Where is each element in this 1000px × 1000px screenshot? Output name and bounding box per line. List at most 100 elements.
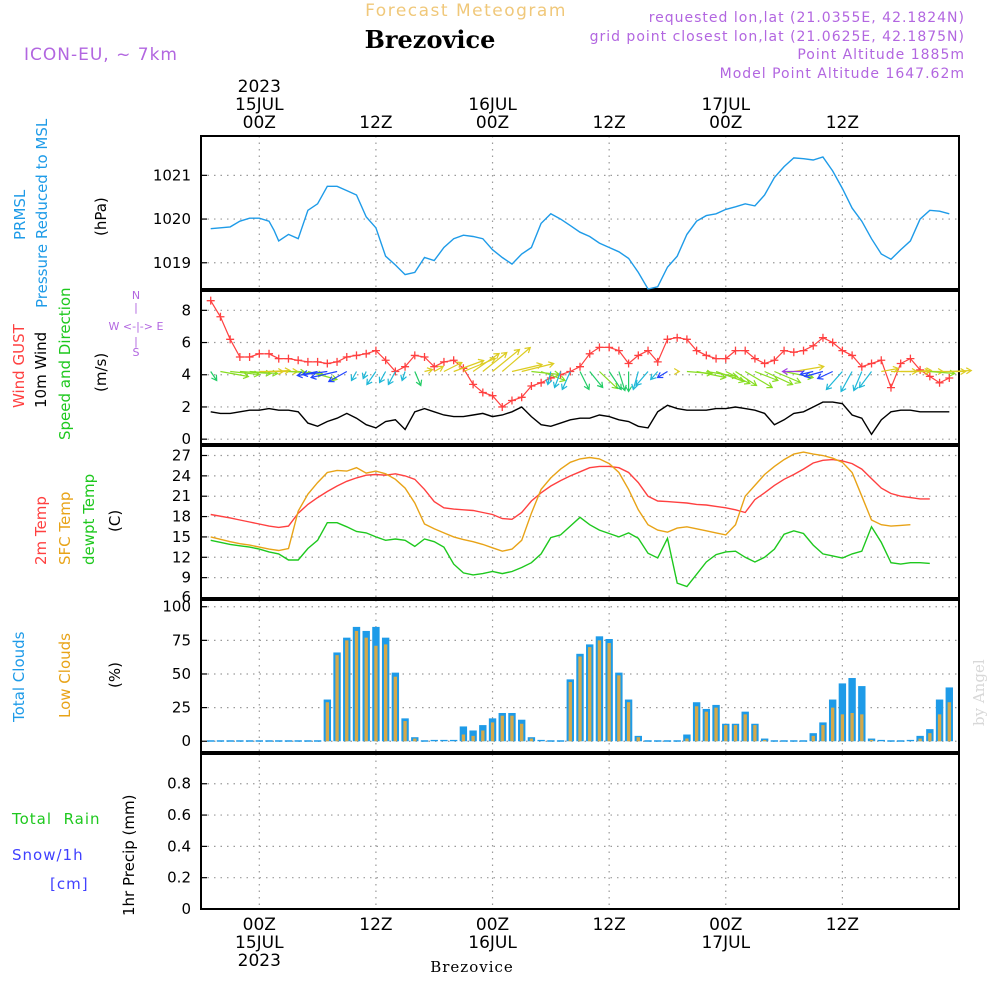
wind-direction-arrow [635, 371, 649, 387]
wind-ytick-label: 6 [181, 334, 191, 352]
low-cloud-bar [578, 656, 582, 742]
wind-gust-point [780, 346, 789, 355]
model-name: ICON-EU, ~ 7km [24, 45, 178, 65]
wind-gust-point [692, 346, 701, 355]
wind-gust-point [673, 333, 682, 342]
cloud-ytick-label: 0 [181, 732, 191, 750]
wind-direction-arrow [472, 352, 501, 372]
precip-label-rain: Total Rain [11, 810, 101, 828]
top-axis-hour: 12Z [593, 113, 626, 133]
compass-n: N [132, 289, 140, 302]
low-cloud-bar [374, 645, 378, 742]
wind-labels: Wind GUST 10m Wind Speed and Direction (… [10, 287, 163, 440]
precip-ytick-label: 0.6 [167, 806, 191, 824]
total-cloud-bar [420, 740, 429, 742]
wind-gust-point [371, 346, 380, 355]
wind-ytick-label: 8 [181, 301, 191, 319]
total-cloud-bar [770, 740, 779, 742]
footer-station: Brezovice [430, 958, 514, 976]
precip-panel: 0 0.2 0.4 0.6 0.8 [167, 753, 960, 918]
total-cloud-bar [887, 740, 895, 742]
compass-row: W <-|-> E [109, 320, 164, 333]
pressure-unit: (hPa) [92, 197, 110, 236]
pressure-line [210, 156, 950, 290]
total-cloud-bar [547, 740, 555, 742]
wind-direction-arrow [715, 370, 746, 384]
total-cloud-bar [207, 740, 215, 742]
wind-direction-arrow [589, 371, 604, 389]
wind-direction-arrow [764, 370, 794, 386]
top-axis-year: 2023 [238, 77, 281, 97]
precip-ytick-label: 0.4 [167, 837, 191, 855]
low-cloud-bar [928, 733, 932, 742]
cloud-ytick-label: 25 [172, 699, 191, 717]
wind-direction-arrow [803, 370, 824, 379]
wind-speed-line [210, 401, 950, 436]
wind-gust-point [430, 362, 439, 371]
low-cloud-bar [520, 723, 524, 742]
total-cloud-bar [226, 740, 234, 742]
total-cloud-bar [838, 683, 847, 742]
wind-gust-point [206, 296, 215, 305]
total-cloud-bar [654, 740, 662, 742]
wind-direction-arrow [424, 367, 434, 375]
wind-label-speed-direction: Speed and Direction [56, 287, 74, 440]
wind-ytick-label: 0 [181, 430, 191, 448]
total-cloud-bar [673, 740, 681, 742]
low-cloud-bar [597, 640, 602, 742]
precip-ytick-label: 0 [181, 900, 191, 918]
wind-direction-arrow [608, 371, 622, 391]
low-cloud-bar [471, 735, 475, 742]
wind-direction-arrow [350, 371, 358, 382]
wind-direction-arrow [210, 371, 218, 382]
requested-coordinates: requested lon,lat (21.0355E, 42.1824N) [649, 10, 965, 26]
compass-s: S [133, 346, 140, 359]
wind-direction-arrow [443, 361, 463, 373]
total-cloud-bar [440, 739, 448, 742]
wind-gust-point [284, 354, 293, 363]
low-cloud-bar [393, 676, 398, 742]
top-axis-hour: 12Z [359, 113, 392, 133]
wind-label-gust: Wind GUST [10, 323, 28, 408]
wind-gust-point [867, 359, 876, 368]
wind-direction-arrow [501, 346, 532, 372]
total-cloud-bar [663, 740, 672, 742]
wind-gust-point [818, 333, 827, 342]
low-cloud-bar [831, 707, 835, 742]
low-cloud-bar [704, 711, 708, 742]
wind-gust-point [439, 357, 448, 366]
wind-direction-arrow [361, 371, 369, 380]
wind-gust-point [216, 312, 225, 321]
wind-gust-point [401, 362, 410, 371]
wind-gust-point [857, 362, 866, 371]
temp-ytick-label: 21 [172, 487, 191, 505]
total-cloud-bar [537, 739, 545, 742]
wind-direction-arrow [366, 371, 377, 386]
low-cloud-bar [510, 715, 514, 742]
total-cloud-bar [906, 739, 915, 742]
wind-direction-arrow [521, 361, 555, 373]
wind-gust-point [303, 357, 312, 366]
precip-ytick-label: 0.2 [167, 869, 191, 887]
wind-gust-point [848, 351, 857, 360]
low-cloud-bar [694, 706, 699, 742]
wind-direction-arrow [825, 371, 843, 391]
wind-direction-arrow [696, 370, 727, 381]
wind-gust-point [702, 351, 711, 360]
temp-frame [200, 445, 960, 599]
wind-direction-arrow [744, 370, 774, 389]
low-cloud-bar [403, 721, 407, 742]
total-cloud-bar [236, 740, 244, 742]
top-axis-hour: 00Z [243, 113, 276, 133]
temp-dewpt-line [210, 516, 930, 588]
wind-gust-point [333, 357, 342, 366]
station-title: Brezovice [365, 25, 496, 54]
precip-unit: 1hr Precip (mm) [120, 795, 138, 916]
grid-point-coordinates: grid point closest lon,lat (21.0625E, 42… [590, 29, 965, 45]
compass-up: | [134, 301, 138, 314]
total-cloud-bar [556, 740, 565, 742]
cloud-ytick-label: 75 [172, 631, 191, 649]
wind-gust-point [731, 346, 740, 355]
wind-gust-point [741, 346, 750, 355]
